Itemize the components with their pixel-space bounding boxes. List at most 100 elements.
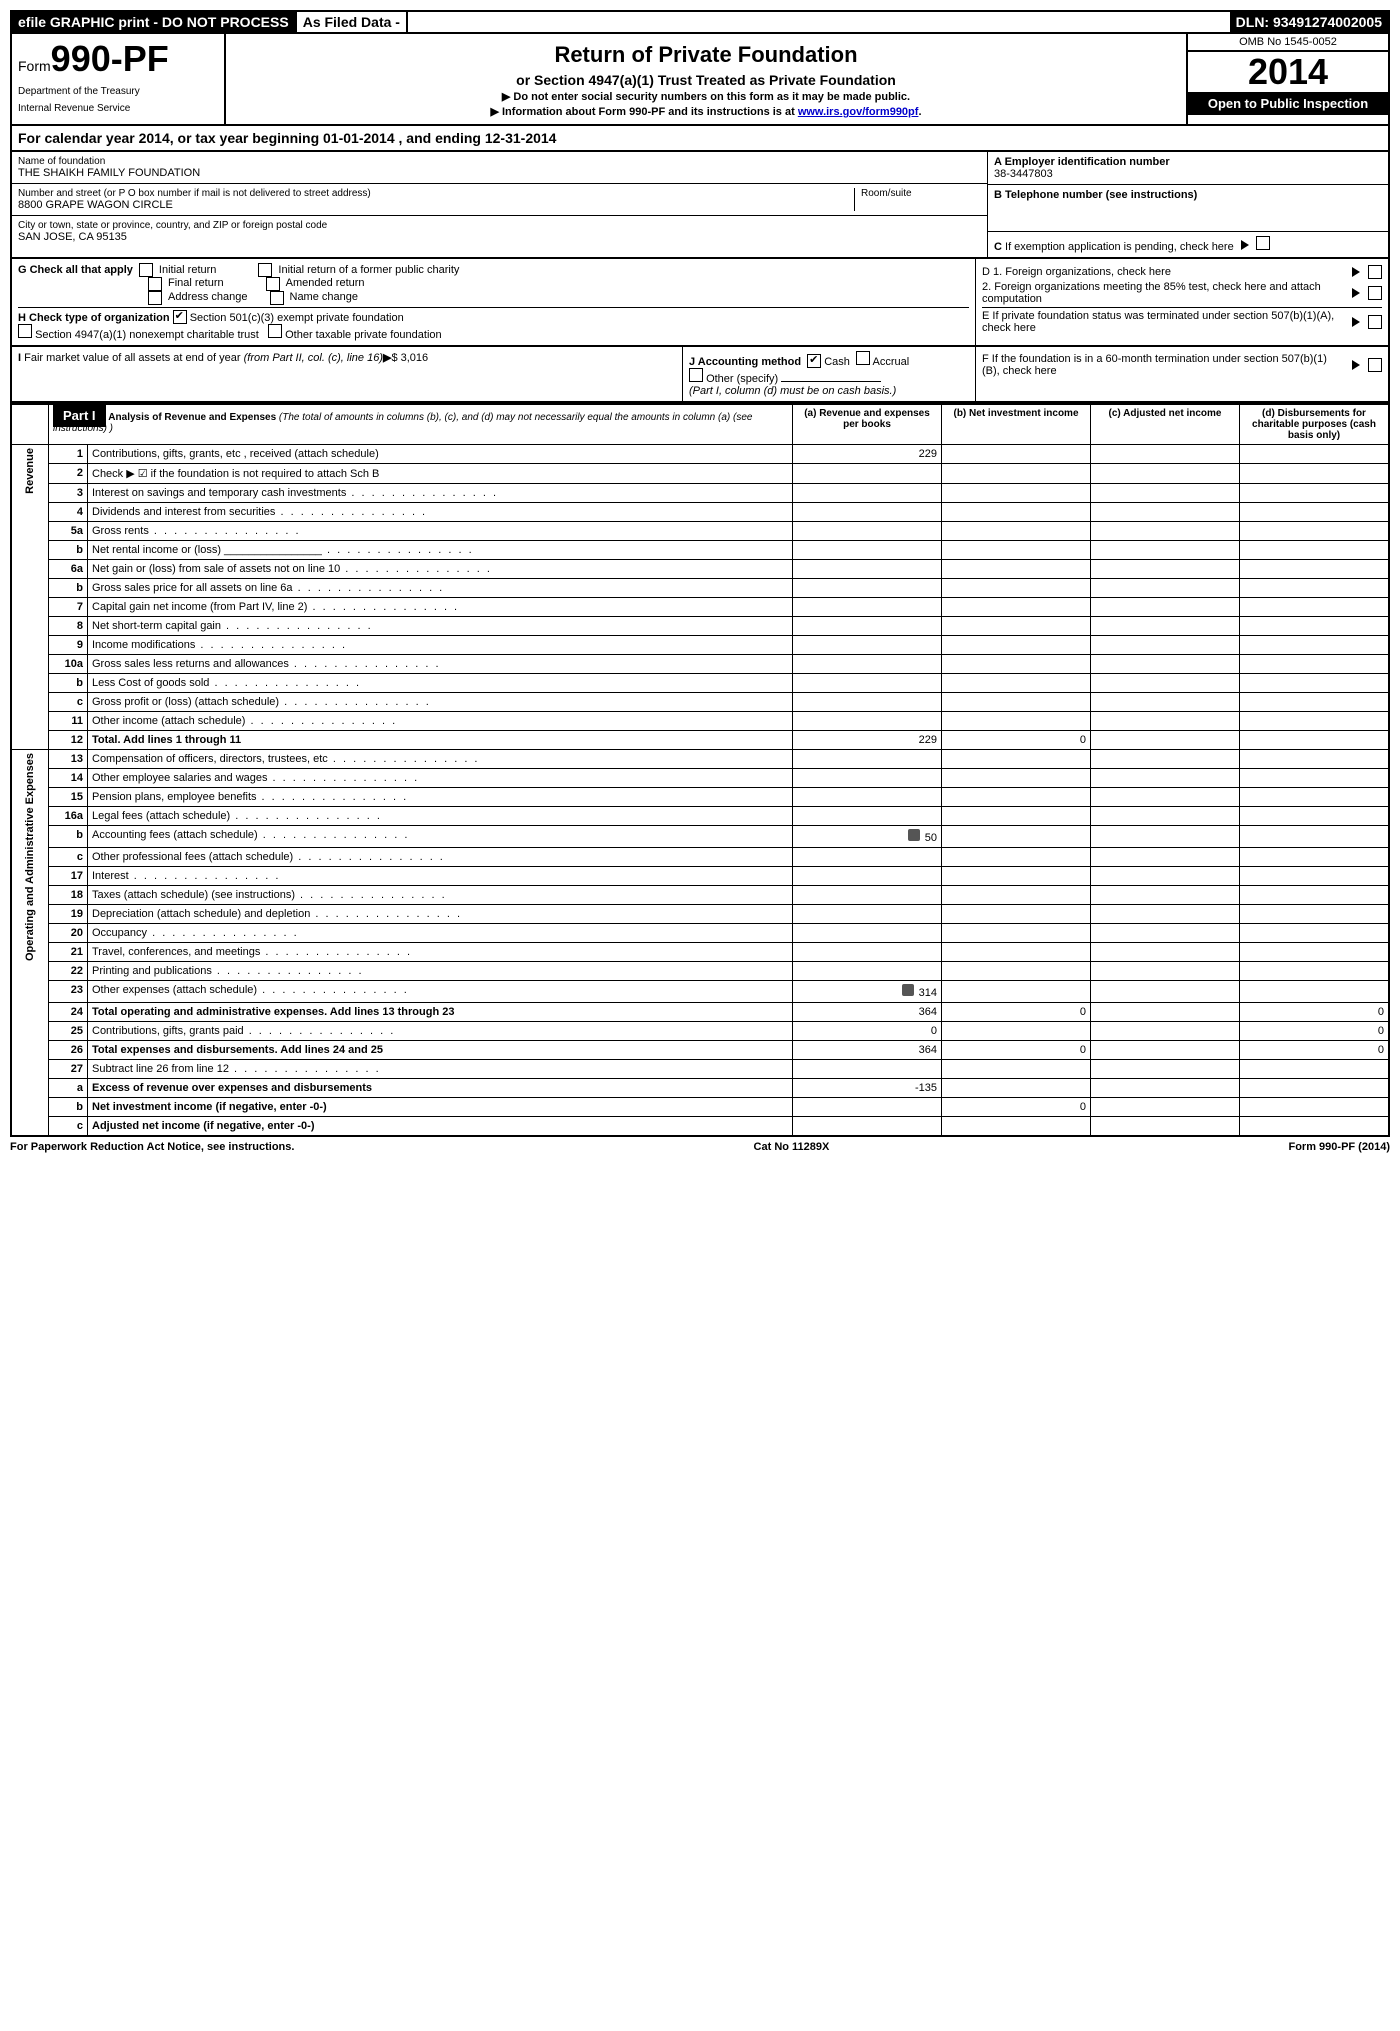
city-state-zip: SAN JOSE, CA 95135 (18, 231, 981, 243)
other-method-checkbox[interactable] (689, 368, 703, 382)
cell-b (942, 712, 1091, 731)
cell-b (942, 598, 1091, 617)
name-change-checkbox[interactable] (270, 291, 284, 305)
cell-d (1240, 712, 1390, 731)
row-desc: Adjusted net income (if negative, enter … (88, 1117, 793, 1137)
row-desc: Gross sales less returns and allowances (88, 655, 793, 674)
cell-c (1091, 503, 1240, 522)
row-desc: Dividends and interest from securities (88, 503, 793, 522)
cell-d (1240, 962, 1390, 981)
name-label: Name of foundation (18, 156, 981, 167)
col-b-header: (b) Net investment income (942, 404, 1091, 445)
row-number: 14 (49, 769, 88, 788)
address-change-checkbox[interactable] (148, 291, 162, 305)
cell-d (1240, 655, 1390, 674)
col-a-header: (a) Revenue and expenses per books (793, 404, 942, 445)
i-fmv: I Fair market value of all assets at end… (12, 347, 683, 401)
cell-b (942, 503, 1091, 522)
exemption-checkbox[interactable] (1256, 236, 1270, 250)
cell-d (1240, 905, 1390, 924)
row-number: 12 (49, 731, 88, 750)
cell-d (1240, 617, 1390, 636)
cell-b (942, 674, 1091, 693)
cell-d (1240, 886, 1390, 905)
cell-a (793, 943, 942, 962)
row-desc: Other professional fees (attach schedule… (88, 848, 793, 867)
cell-a (793, 503, 942, 522)
cell-c (1091, 981, 1240, 1003)
initial-return-checkbox[interactable] (139, 263, 153, 277)
cell-a (793, 807, 942, 826)
row-desc: Less Cost of goods sold (88, 674, 793, 693)
form-note1: ▶ Do not enter social security numbers o… (230, 90, 1182, 103)
cell-b (942, 1060, 1091, 1079)
f-checkbox[interactable] (1368, 358, 1382, 372)
row-number: 26 (49, 1041, 88, 1060)
final-return-checkbox[interactable] (148, 277, 162, 291)
row-desc: Contributions, gifts, grants, etc , rece… (88, 445, 793, 464)
cell-a: 364 (793, 1041, 942, 1060)
cell-b (942, 1117, 1091, 1137)
cell-d (1240, 1079, 1390, 1098)
row-desc: Total expenses and disbursements. Add li… (88, 1041, 793, 1060)
cell-a (793, 655, 942, 674)
row-number: c (49, 693, 88, 712)
row-number: 15 (49, 788, 88, 807)
cell-d (1240, 464, 1390, 484)
cash-checkbox[interactable] (807, 354, 821, 368)
cell-c (1091, 1117, 1240, 1137)
cell-d: 0 (1240, 1041, 1390, 1060)
irs-link[interactable]: www.irs.gov/form990pf (798, 106, 919, 118)
cell-a: 364 (793, 1003, 942, 1022)
cell-c (1091, 712, 1240, 731)
cell-a (793, 484, 942, 503)
row-number: 20 (49, 924, 88, 943)
4947-checkbox[interactable] (18, 324, 32, 338)
row-number: 11 (49, 712, 88, 731)
other-taxable-checkbox[interactable] (268, 324, 282, 338)
attachment-icon[interactable] (902, 984, 914, 996)
cell-a (793, 962, 942, 981)
cell-d: 0 (1240, 1022, 1390, 1041)
cell-b (942, 560, 1091, 579)
form-note2: ▶ Information about Form 990-PF and its … (230, 105, 1182, 118)
row-desc: Gross rents (88, 522, 793, 541)
cell-d (1240, 598, 1390, 617)
cell-a (793, 693, 942, 712)
cell-c (1091, 1022, 1240, 1041)
amended-return-checkbox[interactable] (266, 277, 280, 291)
row-desc: Accounting fees (attach schedule) (88, 826, 793, 848)
row-number: b (49, 579, 88, 598)
cell-c (1091, 464, 1240, 484)
row-desc: Pension plans, employee benefits (88, 788, 793, 807)
cell-c (1091, 886, 1240, 905)
foundation-name: THE SHAIKH FAMILY FOUNDATION (18, 167, 981, 179)
cell-b (942, 924, 1091, 943)
initial-former-checkbox[interactable] (258, 263, 272, 277)
cell-c (1091, 826, 1240, 848)
form-ref: Form 990-PF (2014) (1288, 1141, 1390, 1153)
cell-b (942, 788, 1091, 807)
row-number: 2 (49, 464, 88, 484)
e-checkbox[interactable] (1368, 315, 1382, 329)
d2-checkbox[interactable] (1368, 286, 1382, 300)
attachment-icon[interactable] (908, 829, 920, 841)
e-label: E If private foundation status was termi… (982, 310, 1344, 334)
row-desc: Capital gain net income (from Part IV, l… (88, 598, 793, 617)
501c3-checkbox[interactable] (173, 310, 187, 324)
row-desc: Net gain or (loss) from sale of assets n… (88, 560, 793, 579)
row-desc: Interest (88, 867, 793, 886)
row-desc: Other income (attach schedule) (88, 712, 793, 731)
exemption-label: C If exemption application is pending, c… (994, 241, 1234, 253)
cell-d (1240, 807, 1390, 826)
row-desc: Other expenses (attach schedule) (88, 981, 793, 1003)
cell-b (942, 848, 1091, 867)
footer: For Paperwork Reduction Act Notice, see … (10, 1137, 1390, 1157)
cell-b (942, 541, 1091, 560)
cell-d (1240, 924, 1390, 943)
row-desc: Printing and publications (88, 962, 793, 981)
accrual-checkbox[interactable] (856, 351, 870, 365)
cell-b (942, 464, 1091, 484)
d1-checkbox[interactable] (1368, 265, 1382, 279)
cell-d (1240, 1117, 1390, 1137)
